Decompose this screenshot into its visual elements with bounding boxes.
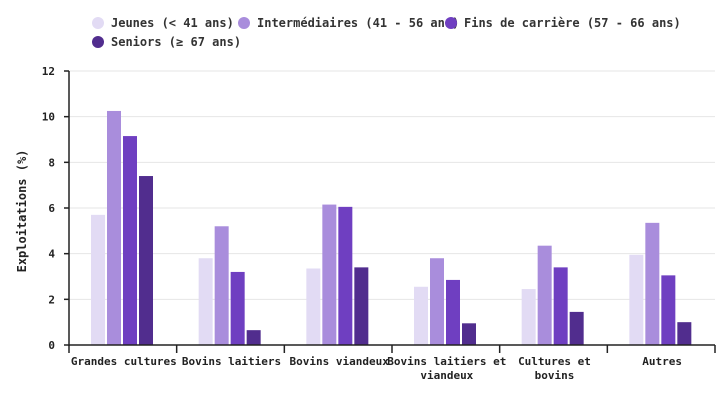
bar-1-3 (246, 330, 261, 345)
x-tick-label-0-0: Grandes cultures (71, 355, 177, 368)
gridlines (69, 70, 715, 300)
y-tick-label-5: 10 (42, 111, 55, 124)
bar-4-3 (569, 311, 584, 345)
bar-2-0 (306, 268, 321, 345)
bar-3-1 (430, 258, 444, 345)
axes: 0 2 4 6 8 10 12 Grandes cultures Bovins laitiers… (42, 65, 716, 382)
legend-label-3: Seniors (≥ 67 ans) (111, 35, 241, 49)
bar-4-2 (553, 267, 568, 345)
x-tick-label-4-0: Cultures et (518, 355, 591, 368)
bar-1-1 (214, 226, 229, 345)
bar-3-0 (414, 286, 428, 345)
y-tick-label-3: 6 (48, 202, 55, 215)
x-tick-label-3-1: viandeux (420, 369, 473, 382)
y-tick-label-6: 12 (42, 65, 55, 78)
x-tick-label-3-0: Bovins laitiers et (387, 355, 506, 368)
legend-marker-0 (92, 17, 104, 29)
y-tick-label-1: 2 (48, 293, 55, 306)
x-tick-label-1-0: Bovins laitiers (182, 355, 281, 368)
legend-label-2: Fins de carrière (57 - 66 ans) (464, 16, 681, 30)
x-tick-label-5-0: Autres (642, 355, 682, 368)
bar-5-2 (661, 275, 676, 345)
legend-marker-1 (238, 17, 250, 29)
bar-4-1 (537, 245, 552, 345)
bar-5-1 (645, 222, 660, 345)
bar-1-0 (198, 258, 213, 345)
bar-2-1 (322, 204, 337, 345)
legend: Jeunes (< 41 ans) Intermédiaires (41 - 56… (92, 16, 681, 49)
legend-label-1: Intermédiaires (41 - 56 ans) (257, 16, 459, 30)
bar-0-2 (123, 136, 137, 345)
bar-0-0 (91, 214, 105, 345)
bar-5-0 (629, 254, 644, 345)
x-tick-label-4-1: bovins (535, 369, 575, 382)
bar-2-2 (338, 206, 353, 345)
bar-0-1 (107, 110, 121, 345)
legend-label-0: Jeunes (< 41 ans) (111, 16, 234, 30)
y-tick-label-4: 8 (48, 156, 55, 169)
y-tick-label-2: 4 (48, 248, 55, 261)
bar-5-3 (677, 322, 692, 345)
legend-marker-3 (92, 36, 104, 48)
bar-3-3 (462, 323, 476, 345)
bar-4-0 (521, 289, 536, 345)
legend-marker-2 (445, 17, 457, 29)
bars (91, 110, 692, 345)
y-axis-title: Exploitations (%) (15, 150, 29, 273)
x-tick-label-2-0: Bovins viandeux (289, 355, 389, 368)
bar-2-3 (354, 267, 369, 345)
bar-3-2 (446, 279, 460, 345)
bar-0-3 (139, 176, 153, 345)
bar-1-2 (230, 271, 245, 345)
y-tick-label-0: 0 (48, 339, 55, 352)
